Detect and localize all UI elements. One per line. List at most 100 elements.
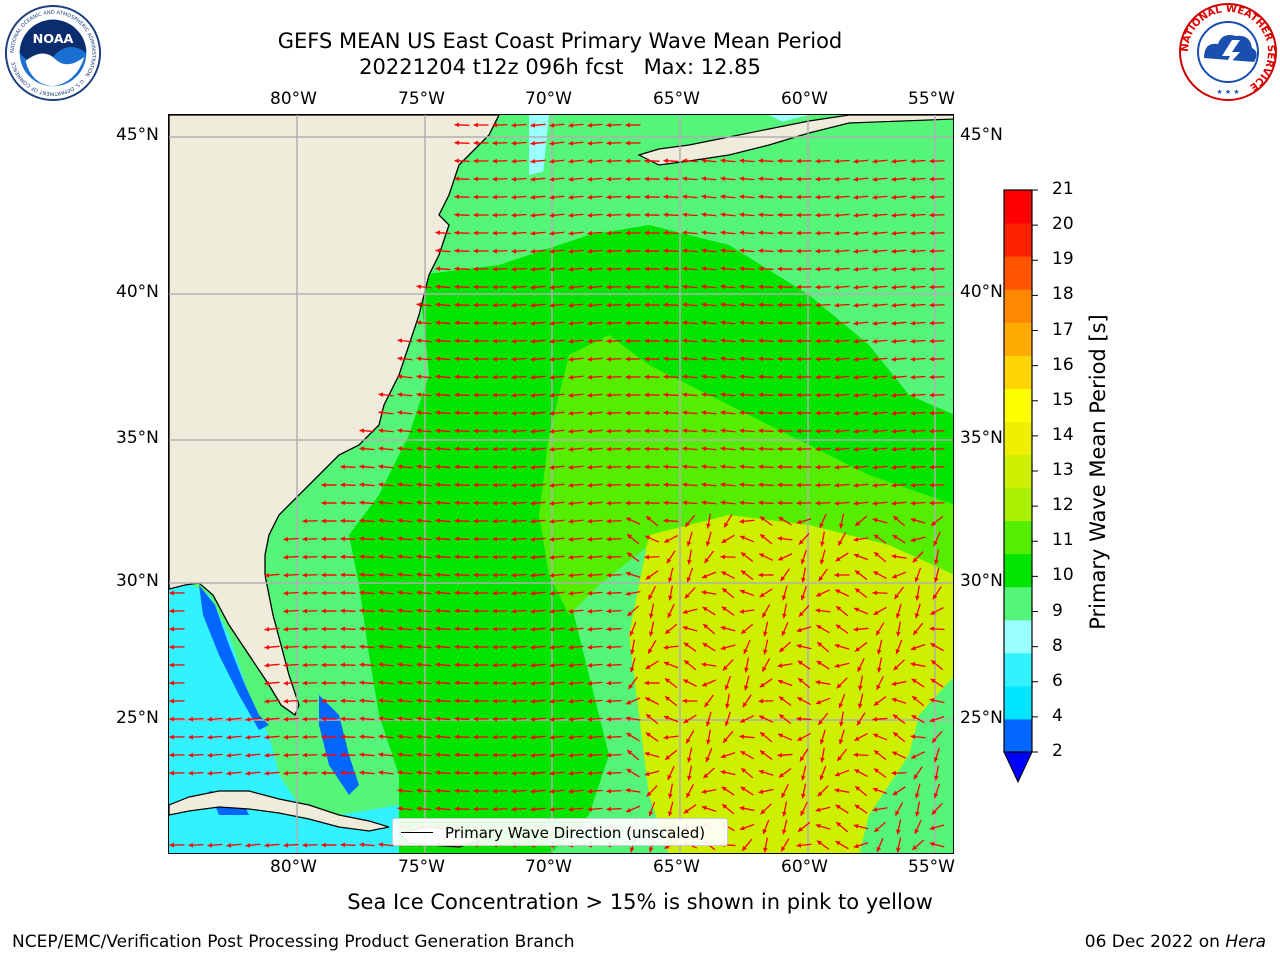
wave-arrow-head xyxy=(873,610,879,615)
colorbar-segment xyxy=(1004,289,1032,323)
wave-arrow-head xyxy=(929,446,934,452)
wave-arrow-head xyxy=(777,500,782,506)
wave-arrow-head xyxy=(549,392,555,398)
wave-arrow-head xyxy=(359,770,365,776)
wave-arrow-head xyxy=(549,536,555,542)
wave-arrow-head xyxy=(245,734,251,740)
wave-arrow-head xyxy=(283,680,289,686)
wave-arrow-head xyxy=(796,356,801,362)
wave-arrow-head xyxy=(931,660,937,665)
wave-arrow-head xyxy=(915,811,920,817)
wave-arrow-head xyxy=(321,698,326,704)
wave-arrow-head xyxy=(777,338,782,344)
wave-arrow-head xyxy=(454,212,459,218)
wave-arrow-head xyxy=(378,500,384,506)
colorbar-tick-label: 21 xyxy=(1052,179,1074,199)
wave-arrow-head xyxy=(435,806,441,812)
wave-arrow-head xyxy=(872,248,878,254)
wave-arrow-head xyxy=(435,680,441,686)
wave-arrow-head xyxy=(416,392,422,398)
wave-arrow-head xyxy=(934,775,939,781)
wave-arrow-head xyxy=(929,374,934,380)
wave-arrow-head xyxy=(530,734,536,740)
lat-tick-label-right: 45°N xyxy=(960,125,1003,145)
wave-arrow-head xyxy=(188,770,194,776)
wave-arrow-head xyxy=(911,678,917,684)
wave-arrow-head xyxy=(416,338,422,344)
wave-arrow-head xyxy=(834,446,840,452)
lon-tick-label-bottom: 70°W xyxy=(525,857,572,877)
wave-arrow-head xyxy=(663,356,669,362)
wave-arrow-head xyxy=(872,428,878,434)
wave-arrow-head xyxy=(720,230,726,236)
wave-arrow-head xyxy=(857,720,862,726)
wave-arrow-head xyxy=(511,176,517,182)
wave-arrow-head xyxy=(626,700,632,705)
wave-arrow-head xyxy=(910,428,916,434)
colorbar-segment xyxy=(1004,421,1032,455)
wave-arrow-head xyxy=(511,482,517,488)
wave-arrow-head xyxy=(800,595,806,601)
wave-arrow-head xyxy=(492,446,497,452)
wave-arrow-head xyxy=(796,194,801,200)
wave-arrow-head xyxy=(340,590,345,596)
wave-arrow-head xyxy=(454,158,459,164)
wave-arrow-head xyxy=(169,716,174,722)
wave-arrow-head xyxy=(644,176,649,182)
wave-arrow-head xyxy=(283,590,289,596)
wave-arrow-head xyxy=(720,284,726,290)
wave-arrow-head xyxy=(626,552,632,558)
wave-arrow-head xyxy=(511,806,517,812)
wave-arrow-head xyxy=(644,751,650,757)
wave-arrow-head xyxy=(682,284,688,290)
wave-arrow-head xyxy=(910,392,916,398)
wave-arrow-head xyxy=(492,320,497,326)
wave-arrow-head xyxy=(626,769,632,774)
wave-arrow-head xyxy=(872,500,878,506)
wave-arrow-head xyxy=(648,811,654,817)
wave-arrow-head xyxy=(264,572,270,578)
wave-arrow-head xyxy=(587,806,593,812)
wave-arrow-head xyxy=(568,140,574,146)
wave-arrow-head xyxy=(893,732,899,737)
wave-arrow-head xyxy=(530,212,536,218)
wave-arrow-head xyxy=(720,554,725,560)
wave-arrow-head xyxy=(706,523,711,529)
wave-arrow-head xyxy=(549,698,555,704)
wave-arrow-head xyxy=(663,338,669,344)
wave-arrow-head xyxy=(834,771,840,777)
lat-tick-label-left: 40°N xyxy=(116,282,159,302)
wave-arrow-head xyxy=(568,464,574,470)
wave-arrow-head xyxy=(492,536,497,542)
wave-arrow-head xyxy=(454,356,459,362)
wave-arrow-head xyxy=(891,230,897,236)
wave-arrow-head xyxy=(895,649,901,654)
wave-arrow-head xyxy=(720,212,726,218)
wave-arrow-head xyxy=(855,570,860,576)
wave-arrow-head xyxy=(549,554,555,560)
wave-arrow-head xyxy=(644,158,649,164)
wave-arrow-head xyxy=(739,392,745,398)
wave-arrow-head xyxy=(568,536,574,542)
wave-arrow-head xyxy=(665,696,671,701)
wave-arrow-head xyxy=(796,176,801,182)
wave-arrow-head xyxy=(378,590,384,596)
wave-arrow-head xyxy=(663,176,669,182)
wave-arrow-head xyxy=(378,464,384,470)
wave-arrow-head xyxy=(779,714,785,719)
wave-arrow-head xyxy=(818,576,824,582)
wave-arrow-head xyxy=(834,302,840,308)
wave-arrow-head xyxy=(264,770,270,776)
wave-arrow-head xyxy=(549,446,555,452)
wave-arrow-head xyxy=(873,571,879,576)
wave-arrow-head xyxy=(702,573,708,579)
wave-arrow-head xyxy=(473,212,478,218)
wave-arrow-head xyxy=(664,844,670,849)
wave-arrow-head xyxy=(454,716,459,722)
wave-arrow-head xyxy=(706,739,711,745)
wave-arrow-head xyxy=(435,248,441,254)
wave-arrow-head xyxy=(549,428,555,434)
wave-arrow-head xyxy=(568,590,574,596)
wave-arrow-head xyxy=(245,716,251,722)
wave-arrow-head xyxy=(340,716,345,722)
